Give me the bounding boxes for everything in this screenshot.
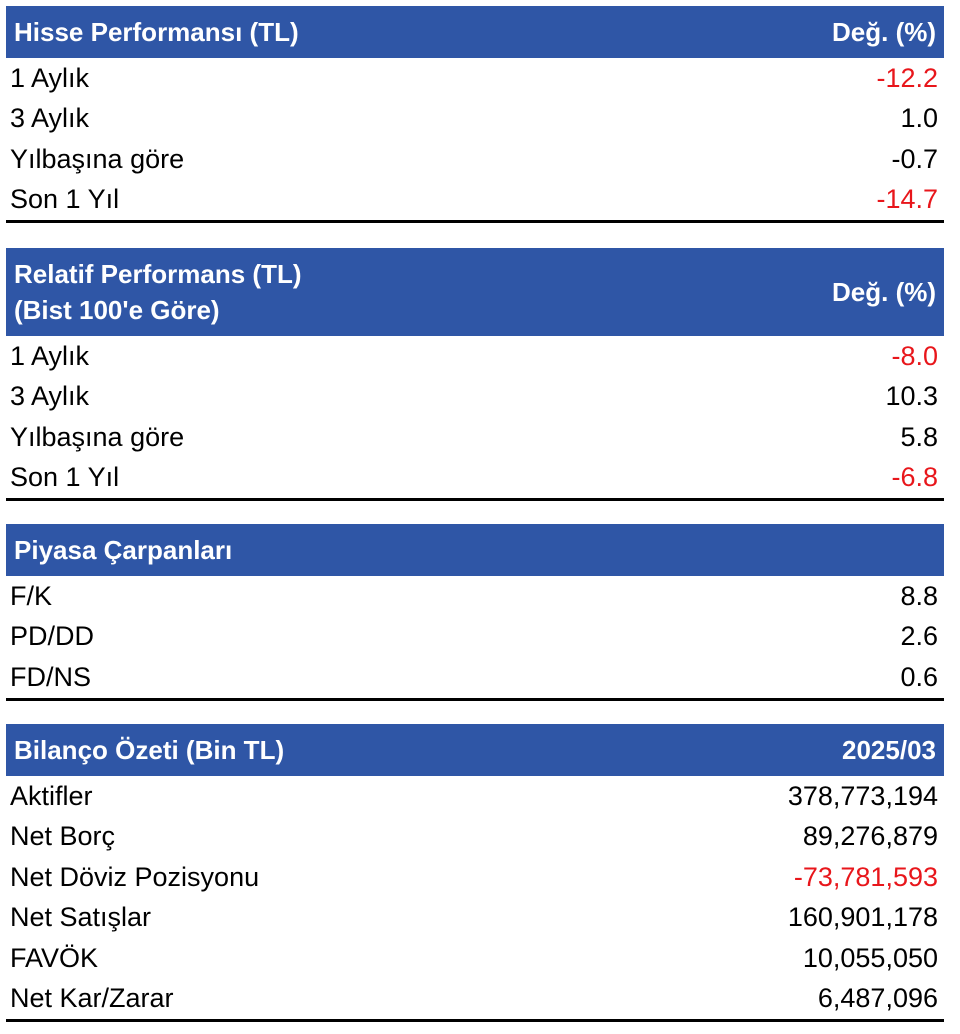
market-multiples-rows: F/K 8.8 PD/DD 2.6 FD/NS 0.6	[6, 576, 944, 701]
table-row: FAVÖK 10,055,050	[6, 938, 944, 979]
stock-performance-column-header: Değ. (%)	[832, 17, 936, 47]
row-label: PD/DD	[10, 621, 95, 652]
market-multiples-header: Piyasa Çarpanları	[6, 524, 944, 576]
row-value: 10.3	[885, 381, 938, 412]
stock-performance-title: Hisse Performansı (TL)	[14, 17, 299, 47]
row-value: 1.0	[900, 103, 938, 134]
balance-summary-header: Bilanço Özeti (Bin TL) 2025/03	[6, 724, 944, 776]
row-label: Net Kar/Zarar	[10, 983, 174, 1014]
row-value: -0.7	[891, 143, 938, 174]
table-row: Son 1 Yıl -6.8	[6, 458, 944, 499]
row-label: 1 Aylık	[10, 340, 90, 371]
row-label: 1 Aylık	[10, 62, 90, 93]
table-row: Aktifler 378,773,194	[6, 776, 944, 817]
table-row: Net Borç 89,276,879	[6, 817, 944, 858]
table-row: Net Kar/Zarar 6,487,096	[6, 979, 944, 1020]
market-multiples-title: Piyasa Çarpanları	[14, 535, 233, 565]
row-label: Yılbaşına göre	[10, 421, 185, 452]
table-row: Son 1 Yıl -14.7	[6, 180, 944, 221]
row-value: 0.6	[900, 661, 938, 692]
row-value: -6.8	[891, 462, 938, 493]
row-value: 10,055,050	[802, 942, 938, 973]
row-label: Net Döviz Pozisyonu	[10, 861, 260, 892]
relative-performance-title: Relatif Performans (TL) (Bist 100'e Göre…	[14, 256, 302, 328]
row-value: -14.7	[876, 184, 938, 215]
relative-performance-header: Relatif Performans (TL) (Bist 100'e Göre…	[6, 248, 944, 336]
table-row: 1 Aylık -12.2	[6, 58, 944, 99]
table-row: Yılbaşına göre -0.7	[6, 139, 944, 180]
row-label: Net Satışlar	[10, 902, 152, 933]
row-value: 5.8	[900, 421, 938, 452]
table-row: F/K 8.8	[6, 576, 944, 617]
stock-performance-rows: 1 Aylık -12.2 3 Aylık 1.0 Yılbaşına göre…	[6, 58, 944, 223]
row-label: Aktifler	[10, 780, 93, 811]
table-row: FD/NS 0.6	[6, 657, 944, 698]
balance-summary-title: Bilanço Özeti (Bin TL)	[14, 735, 285, 765]
row-value: 6,487,096	[817, 983, 938, 1014]
row-label: FD/NS	[10, 661, 91, 692]
table-row: 3 Aylık 10.3	[6, 377, 944, 418]
row-label: Net Borç	[10, 821, 116, 852]
table-row: Net Satışlar 160,901,178	[6, 898, 944, 939]
row-value: 378,773,194	[787, 780, 938, 811]
row-label: F/K	[10, 580, 53, 611]
row-label: 3 Aylık	[10, 103, 90, 134]
row-label: Son 1 Yıl	[10, 462, 120, 493]
table-row: 3 Aylık 1.0	[6, 99, 944, 140]
relative-performance-title-line1: Relatif Performans (TL)	[14, 259, 302, 289]
row-value: -8.0	[891, 340, 938, 371]
relative-performance-column-header: Değ. (%)	[832, 277, 936, 307]
row-label: 3 Aylık	[10, 381, 90, 412]
market-multiples-table: Piyasa Çarpanları F/K 8.8 PD/DD 2.6 FD/N…	[6, 524, 944, 701]
row-label: Yılbaşına göre	[10, 143, 185, 174]
table-row: PD/DD 2.6	[6, 617, 944, 658]
table-row: Net Döviz Pozisyonu -73,781,593	[6, 857, 944, 898]
row-label: Son 1 Yıl	[10, 184, 120, 215]
row-value: -73,781,593	[793, 861, 938, 892]
row-value: 160,901,178	[787, 902, 938, 933]
stock-performance-header: Hisse Performansı (TL) Değ. (%)	[6, 6, 944, 58]
table-row: 1 Aylık -8.0	[6, 336, 944, 377]
balance-summary-table: Bilanço Özeti (Bin TL) 2025/03 Aktifler …	[6, 724, 944, 1022]
table-row: Yılbaşına göre 5.8	[6, 417, 944, 458]
row-value: 2.6	[900, 621, 938, 652]
row-value: -12.2	[876, 62, 938, 93]
row-label: FAVÖK	[10, 942, 99, 973]
relative-performance-table: Relatif Performans (TL) (Bist 100'e Göre…	[6, 248, 944, 501]
balance-summary-rows: Aktifler 378,773,194 Net Borç 89,276,879…	[6, 776, 944, 1022]
row-value: 89,276,879	[802, 821, 938, 852]
relative-performance-rows: 1 Aylık -8.0 3 Aylık 10.3 Yılbaşına göre…	[6, 336, 944, 501]
relative-performance-title-line2: (Bist 100'e Göre)	[14, 295, 220, 325]
balance-summary-column-header: 2025/03	[842, 735, 936, 765]
row-value: 8.8	[900, 580, 938, 611]
stock-performance-table: Hisse Performansı (TL) Değ. (%) 1 Aylık …	[6, 6, 944, 223]
